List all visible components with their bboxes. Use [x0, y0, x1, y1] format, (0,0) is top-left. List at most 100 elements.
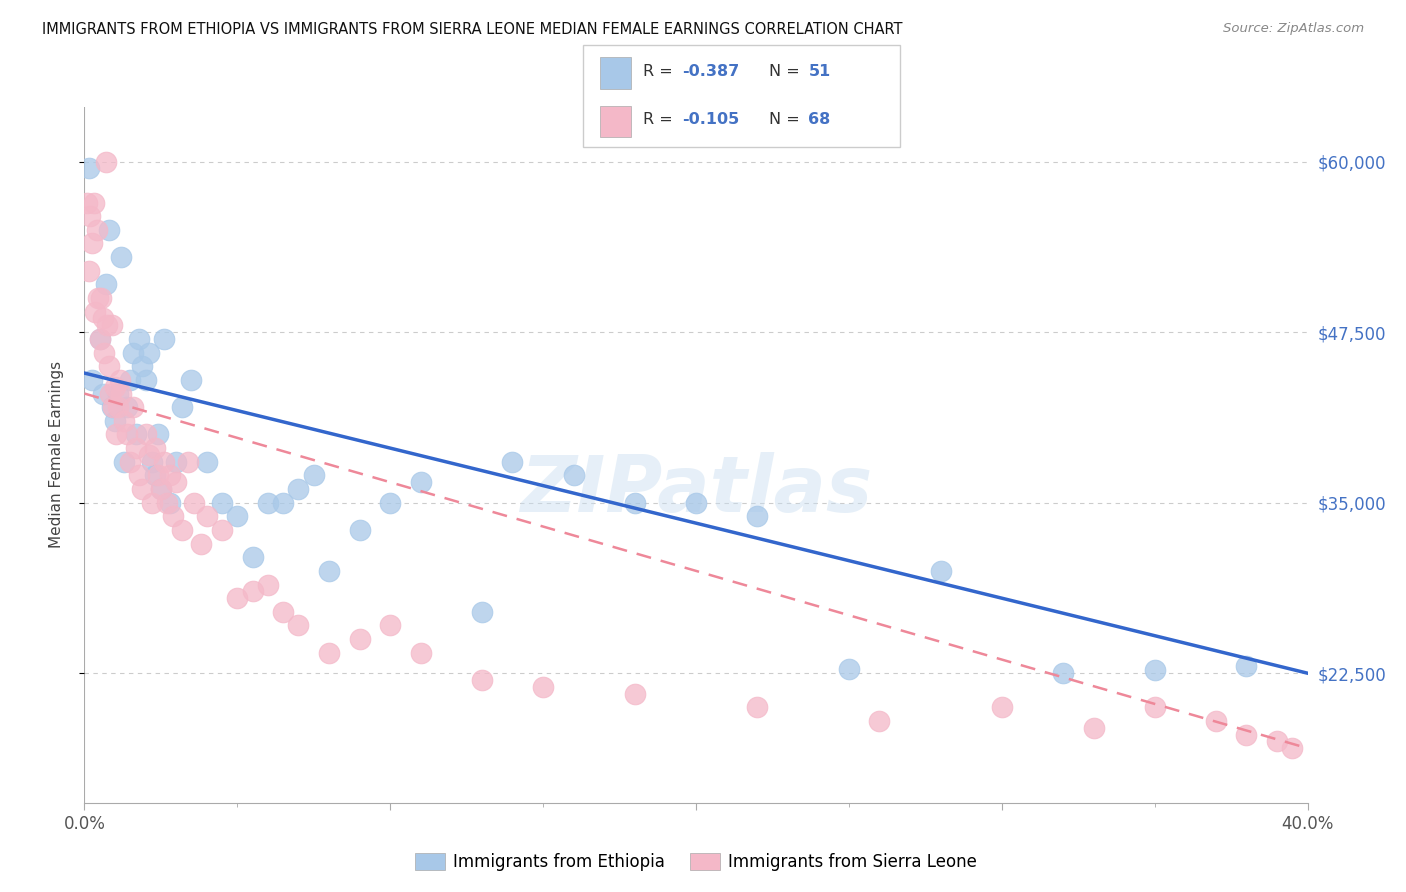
- Point: [90, 291, 112, 305]
- Point: [747, 700, 769, 714]
- Point: [162, 509, 184, 524]
- Point: [1236, 728, 1258, 742]
- Point: [531, 680, 554, 694]
- Point: [318, 646, 340, 660]
- Point: [146, 468, 169, 483]
- Point: [143, 468, 166, 483]
- Point: [110, 386, 132, 401]
- Point: [180, 373, 202, 387]
- Point: [122, 400, 145, 414]
- Point: [156, 496, 179, 510]
- Point: [409, 646, 432, 660]
- Point: [685, 496, 707, 510]
- Text: -0.387: -0.387: [682, 63, 740, 78]
- Point: [287, 482, 309, 496]
- Point: [149, 482, 172, 496]
- Point: [141, 496, 163, 510]
- Point: [165, 455, 187, 469]
- Point: [128, 468, 150, 483]
- Point: [502, 455, 524, 469]
- Point: [128, 332, 150, 346]
- Point: [1143, 664, 1166, 678]
- Point: [562, 468, 585, 483]
- Point: [87, 291, 110, 305]
- Point: [349, 523, 371, 537]
- Point: [84, 304, 107, 318]
- Point: [226, 509, 249, 524]
- Point: [471, 673, 494, 687]
- Point: [115, 427, 138, 442]
- Point: [115, 400, 138, 414]
- Point: [138, 448, 160, 462]
- Point: [190, 536, 212, 550]
- Point: [98, 386, 121, 401]
- Point: [302, 468, 325, 483]
- Point: [257, 577, 280, 591]
- Point: [165, 475, 187, 490]
- Point: [624, 687, 647, 701]
- Legend: Immigrants from Ethiopia, Immigrants from Sierra Leone: Immigrants from Ethiopia, Immigrants fro…: [408, 847, 984, 878]
- Point: [108, 373, 131, 387]
- Point: [120, 455, 142, 469]
- Point: [80, 373, 103, 387]
- Point: [1143, 700, 1166, 714]
- Point: [1052, 666, 1074, 681]
- Point: [318, 564, 340, 578]
- Text: 51: 51: [808, 63, 831, 78]
- Point: [79, 209, 101, 223]
- Point: [153, 455, 176, 469]
- Point: [122, 345, 145, 359]
- Point: [141, 455, 163, 469]
- Point: [103, 400, 125, 414]
- Point: [929, 564, 952, 578]
- Point: [135, 427, 157, 442]
- Point: [94, 277, 117, 292]
- Point: [94, 154, 117, 169]
- Point: [89, 332, 111, 346]
- Point: [624, 496, 647, 510]
- Point: [80, 236, 103, 251]
- Point: [77, 264, 100, 278]
- Point: [172, 400, 194, 414]
- Point: [146, 427, 169, 442]
- Point: [97, 223, 120, 237]
- Point: [125, 441, 148, 455]
- Point: [143, 441, 166, 455]
- Point: [138, 345, 160, 359]
- Point: [112, 455, 135, 469]
- Text: N =: N =: [769, 63, 806, 78]
- Point: [135, 373, 157, 387]
- Point: [91, 311, 114, 326]
- Point: [125, 427, 148, 442]
- Point: [91, 386, 114, 401]
- Text: R =: R =: [643, 63, 678, 78]
- Point: [195, 509, 218, 524]
- Point: [1265, 734, 1288, 748]
- Point: [409, 475, 432, 490]
- Text: -0.105: -0.105: [682, 112, 740, 127]
- Point: [1281, 741, 1303, 756]
- Point: [747, 509, 769, 524]
- Point: [93, 345, 115, 359]
- Point: [76, 195, 98, 210]
- Point: [97, 359, 120, 374]
- Point: [226, 591, 249, 606]
- Point: [77, 161, 100, 176]
- Point: [149, 482, 172, 496]
- Point: [110, 250, 132, 264]
- Text: IMMIGRANTS FROM ETHIOPIA VS IMMIGRANTS FROM SIERRA LEONE MEDIAN FEMALE EARNINGS : IMMIGRANTS FROM ETHIOPIA VS IMMIGRANTS F…: [42, 22, 903, 37]
- Point: [242, 584, 264, 599]
- Point: [96, 318, 118, 333]
- Point: [104, 414, 127, 428]
- Point: [838, 662, 860, 676]
- Point: [131, 482, 153, 496]
- Point: [380, 496, 402, 510]
- Point: [991, 700, 1014, 714]
- Point: [107, 400, 129, 414]
- Point: [271, 605, 294, 619]
- Point: [471, 605, 494, 619]
- Point: [86, 223, 108, 237]
- Point: [1236, 659, 1258, 673]
- Point: [89, 332, 111, 346]
- Point: [105, 427, 128, 442]
